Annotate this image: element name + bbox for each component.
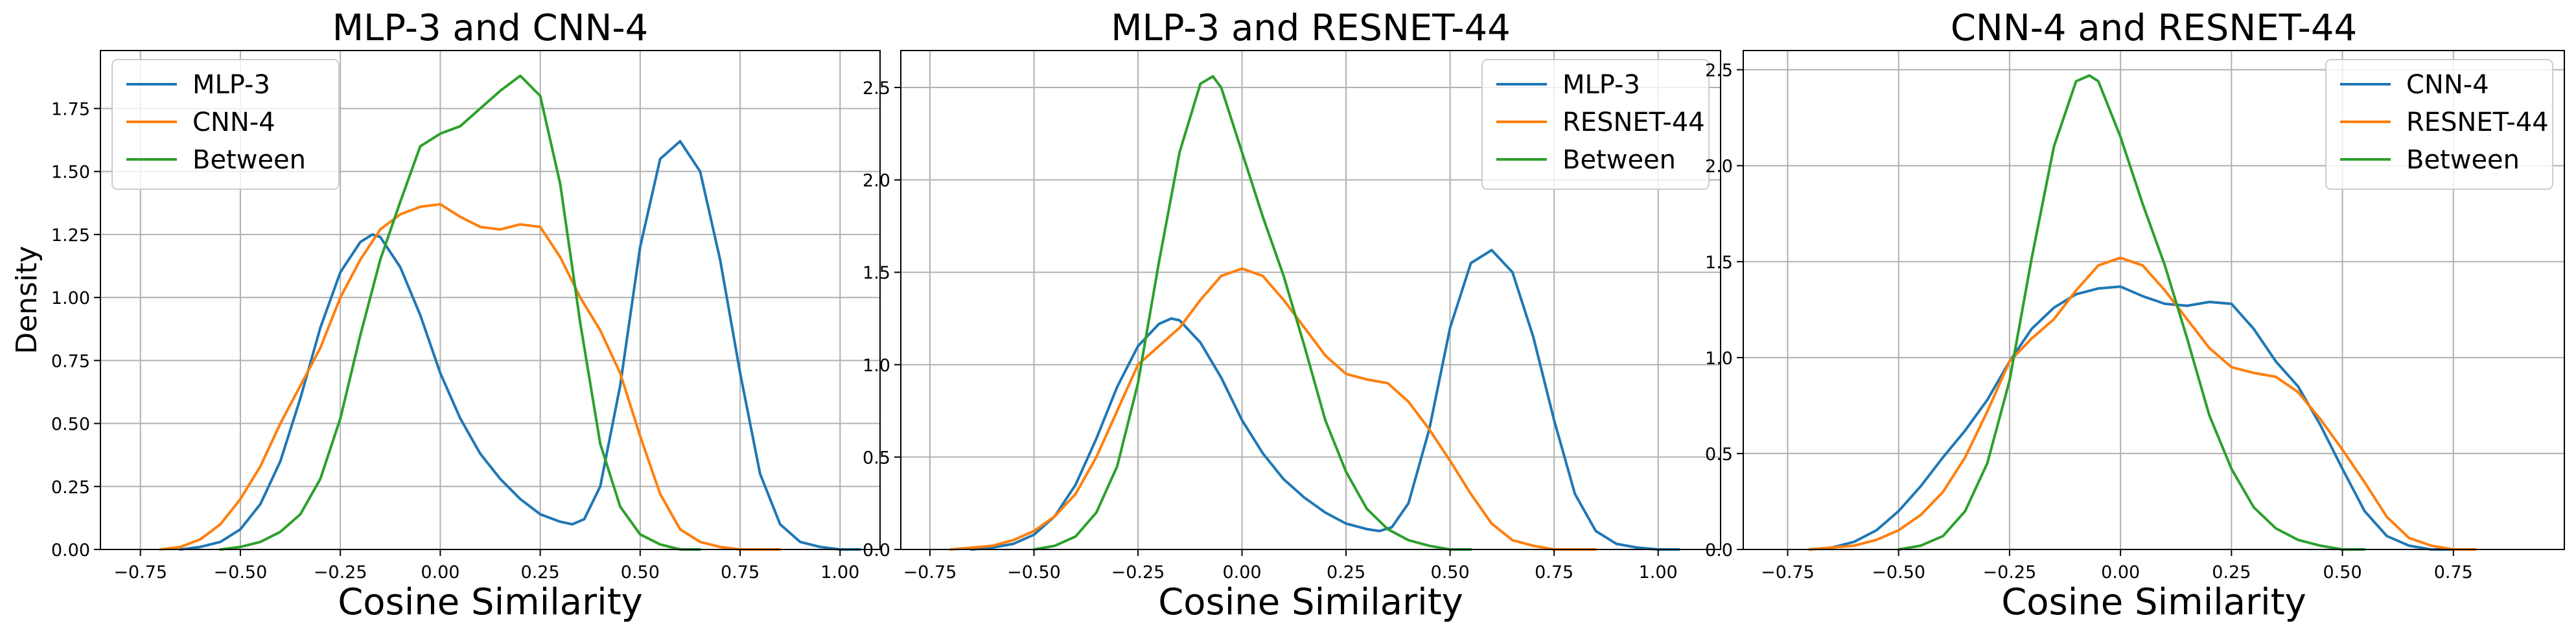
legend-label: Between xyxy=(192,145,306,175)
chart-panel-2: −0.75 −0.50 −0.25 0.00 0.25 0.50 0.75 1.00 0.0 0.… xyxy=(863,7,1721,623)
density-curve-cnn-4 xyxy=(159,203,782,551)
legend-label: Between xyxy=(1562,145,1676,175)
legend-label: RESNET-44 xyxy=(1562,108,1705,137)
y-tick-label: 2.0 xyxy=(863,171,890,191)
legend-label: MLP-3 xyxy=(192,70,270,100)
x-tick-label: 1.00 xyxy=(1639,562,1678,583)
x-tick-label: −0.75 xyxy=(113,562,167,583)
legend-frame xyxy=(1481,59,1710,190)
y-tick-label: 1.50 xyxy=(51,163,90,183)
x-tick-label: −0.25 xyxy=(314,562,367,583)
x-tick-label: 0.50 xyxy=(2323,562,2362,583)
x-tick-label: −0.75 xyxy=(903,562,957,583)
y-tick-label: 0.5 xyxy=(863,448,890,468)
y-tick-label: 2.5 xyxy=(863,78,890,98)
x-tick-label: −0.50 xyxy=(1872,562,1925,583)
y-tick-label: 1.0 xyxy=(1705,349,1733,369)
x-tick-label: 0.75 xyxy=(1535,562,1573,583)
density-curve-mlp-3 xyxy=(970,249,1680,551)
legend-label: MLP-3 xyxy=(1562,70,1640,100)
y-tick-label: 2.5 xyxy=(1705,61,1733,81)
x-tick-label: 0.75 xyxy=(2434,562,2473,583)
chart-title: MLP-3 and CNN-4 xyxy=(332,7,649,49)
y-tick-label: 1.5 xyxy=(863,263,890,283)
y-tick-label: 0.0 xyxy=(863,540,890,560)
y-tick-label: 1.25 xyxy=(51,225,90,246)
x-tick-label: 0.50 xyxy=(621,562,660,583)
density-curve-between xyxy=(219,74,702,551)
x-axis-label: Cosine Similarity xyxy=(2001,581,2306,623)
legend-label: CNN-4 xyxy=(192,108,275,137)
y-tick-label: 2.0 xyxy=(1705,157,1733,177)
legend: MLP-3 CNN-4 Between xyxy=(111,59,340,190)
x-tick-label: −0.25 xyxy=(1111,562,1165,583)
legend-frame xyxy=(2325,59,2553,190)
density-curve-between xyxy=(1032,75,1472,551)
plot-area-border xyxy=(1743,50,2565,550)
density-curve-resnet-44 xyxy=(1808,256,2477,551)
density-curve-mlp-3 xyxy=(179,140,862,551)
legend-label: CNN-4 xyxy=(2406,70,2489,100)
x-tick-label: −0.50 xyxy=(1007,562,1061,583)
legend-label: Between xyxy=(2406,145,2520,175)
legend: MLP-3 RESNET-44 Between xyxy=(1481,59,1710,190)
density-curve-between xyxy=(1897,74,2366,551)
x-tick-label: 0.00 xyxy=(1222,562,1261,583)
legend: CNN-4 RESNET-44 Between xyxy=(2325,59,2553,190)
chart-panel-3: −0.75 −0.50 −0.25 0.00 0.25 0.50 0.75 0.0 0.5 1.0… xyxy=(1705,7,2565,623)
plot-area-border xyxy=(100,50,881,550)
x-tick-label: 0.25 xyxy=(2212,562,2251,583)
legend-frame xyxy=(111,59,340,190)
density-curve-resnet-44 xyxy=(949,267,1597,551)
x-tick-label: 0.25 xyxy=(1327,562,1365,583)
chart-panel-1: −0.75 −0.50 −0.25 0.00 0.25 0.50 0.75 1.00 0.00 0… xyxy=(10,7,881,623)
plot-area-border xyxy=(900,50,1721,550)
legend-label: RESNET-44 xyxy=(2406,108,2549,137)
x-tick-label: 0.75 xyxy=(721,562,760,583)
x-tick-label: 0.50 xyxy=(1431,562,1470,583)
density-curve-cnn-4 xyxy=(1808,285,2455,551)
x-axis-label: Cosine Similarity xyxy=(338,581,643,623)
x-tick-label: −0.25 xyxy=(1983,562,2037,583)
x-axis-label: Cosine Similarity xyxy=(1158,581,1463,623)
x-tick-label: −0.75 xyxy=(1761,562,1815,583)
y-tick-label: 0.00 xyxy=(51,540,90,560)
y-tick-label: 1.75 xyxy=(51,99,90,119)
x-tick-label: −0.50 xyxy=(214,562,268,583)
x-tick-label: 1.00 xyxy=(820,562,859,583)
y-axis-label: Density xyxy=(10,246,43,354)
chart-title: CNN-4 and RESNET-44 xyxy=(1951,7,2357,49)
y-tick-label: 1.5 xyxy=(1705,253,1733,273)
y-tick-label: 0.50 xyxy=(51,415,90,435)
y-tick-label: 0.5 xyxy=(1705,444,1733,465)
chart-title: MLP-3 and RESNET-44 xyxy=(1111,7,1511,49)
y-tick-label: 0.75 xyxy=(51,351,90,371)
y-tick-label: 1.00 xyxy=(51,288,90,308)
y-tick-label: 0.25 xyxy=(51,478,90,498)
y-tick-label: 0.0 xyxy=(1705,540,1733,560)
x-tick-label: 0.00 xyxy=(2101,562,2140,583)
y-tick-label: 1.0 xyxy=(863,356,890,376)
x-tick-label: 0.25 xyxy=(521,562,560,583)
x-tick-label: 0.00 xyxy=(421,562,459,583)
